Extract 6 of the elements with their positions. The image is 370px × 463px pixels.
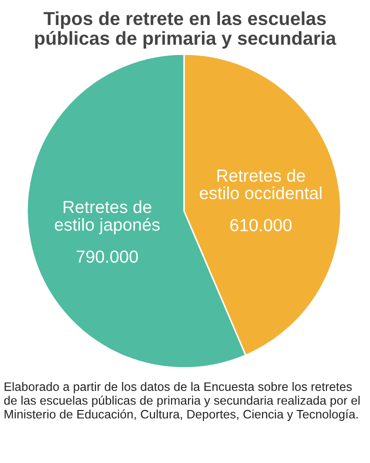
slice-label: Retretes de estilo japonés: [54, 200, 160, 234]
text: Elaborado a partir de los datos de la Encuesta sobre los retretes de las escuelas públicas de primaria y secundaria realizada por el Ministerio de Educación, Cultura, Deportes, Ciencia y Tecnología.: [4, 382, 360, 421]
data-label: 790.000: [76, 250, 138, 263]
chart-title: Tipos de retrete en las escuelas públicas de primaria y secundaria: [35, 11, 336, 49]
data-label: 610.000: [230, 219, 292, 232]
slice-label: Retretes de estilo occidental: [200, 169, 322, 200]
